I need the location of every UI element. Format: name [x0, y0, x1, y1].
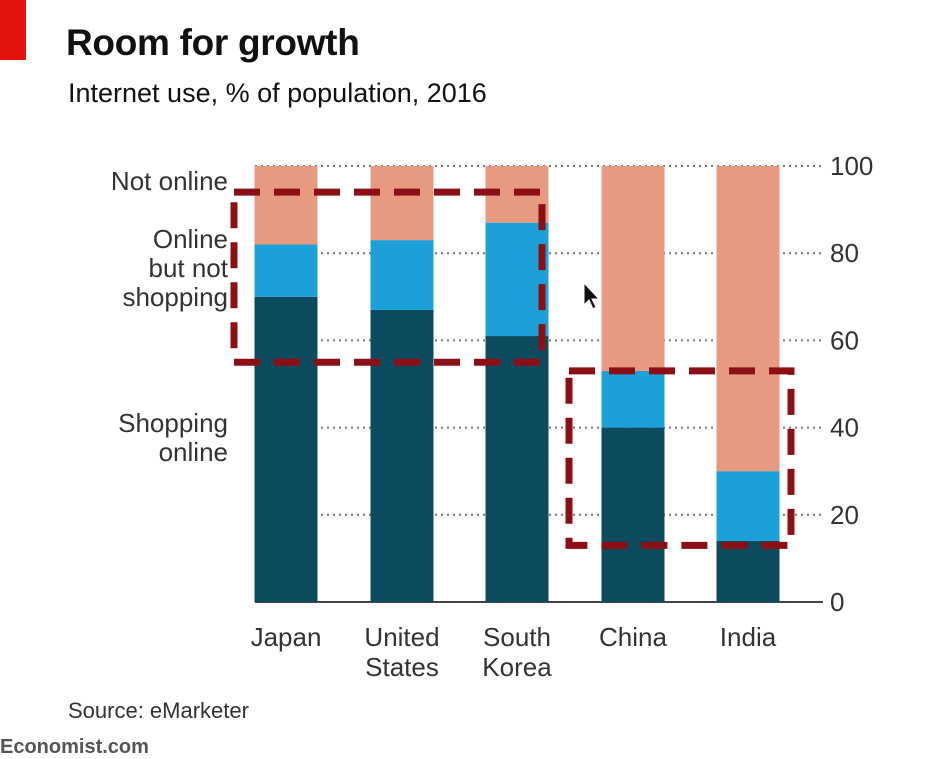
bar-segment: [716, 166, 780, 472]
legend-label: shopping: [122, 282, 228, 312]
x-tick-label: South: [483, 622, 551, 652]
y-tick-label: 60: [830, 325, 859, 355]
bar-segment: [254, 166, 318, 245]
legend-label: Not online: [111, 166, 228, 196]
chart-subtitle: Internet use, % of population, 2016: [68, 78, 487, 108]
x-tick-label: Korea: [482, 652, 552, 682]
bar-segment: [254, 244, 318, 297]
bar-segment: [716, 540, 780, 602]
mouse-pointer-icon: [583, 281, 601, 310]
bar-segment: [485, 336, 549, 602]
bar-segment: [370, 240, 434, 310]
y-tick-label: 80: [830, 238, 859, 268]
chart-title: Room for growth: [66, 22, 360, 63]
x-tick-label: China: [599, 622, 667, 652]
bar-segment: [254, 296, 318, 602]
y-tick-label: 100: [830, 151, 873, 181]
bar-segment: [716, 471, 780, 541]
x-tick-label: United: [364, 622, 439, 652]
y-tick-label: 40: [830, 413, 859, 443]
x-tick-label: India: [720, 622, 777, 652]
legend-label: Online: [153, 224, 228, 254]
x-tick-label: Japan: [251, 622, 322, 652]
source-note: Source: eMarketer: [68, 698, 249, 723]
y-tick-label: 0: [830, 587, 844, 617]
bar-segment: [370, 309, 434, 602]
y-tick-label: 20: [830, 500, 859, 530]
legend-label: online: [159, 437, 228, 467]
legend-label: but not: [148, 253, 228, 283]
highlight-box-emerging: [565, 367, 795, 549]
bar-segment: [601, 427, 665, 602]
bar-segment: [485, 222, 549, 337]
x-tick-label: States: [365, 652, 439, 682]
legend-label: Shopping: [118, 408, 228, 438]
brand-red-tab: [0, 0, 26, 60]
brand-watermark: Economist.com: [0, 736, 149, 758]
bar-segment: [601, 370, 665, 428]
bar-segment: [370, 166, 434, 241]
bar-segment: [601, 166, 665, 371]
